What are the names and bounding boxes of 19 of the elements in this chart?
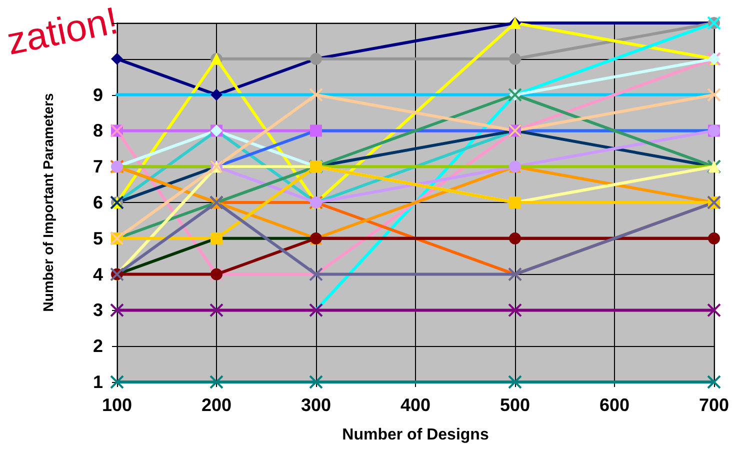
y-tick-label: 9 [92,84,103,105]
y-tick-label: 5 [92,228,103,248]
x-tick-label: 700 [698,395,730,415]
annotation: zation! [4,0,122,64]
x-tick-label: 100 [102,395,132,415]
y-axis-title: Number of Important Parameters [40,92,56,312]
x-tick-label: 300 [300,395,332,415]
y-tick-label: 3 [92,300,103,320]
x-tick-label: 500 [500,395,530,415]
y-tick-label: 8 [92,120,103,141]
x-tick-label: 600 [599,395,630,415]
y-tick-label: 7 [92,156,103,177]
y-tick-label: 6 [92,192,103,212]
x-tick-label: 400 [400,395,431,415]
y-tick-label: 1 [92,372,103,392]
y-tick-label: 2 [92,336,103,356]
x-axis-title: Number of Designs [342,426,489,444]
y-tick-label: 4 [92,264,103,284]
x-tick-label: 200 [201,395,232,415]
